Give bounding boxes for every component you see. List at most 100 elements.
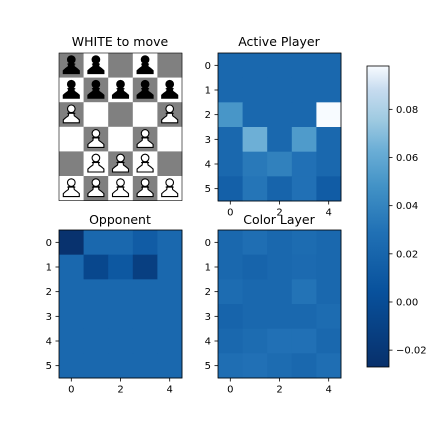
heatmap-cell bbox=[267, 77, 293, 103]
heatmap-cell bbox=[267, 304, 293, 330]
colorbar-tick-label: 0.08 bbox=[396, 105, 418, 116]
board-square bbox=[157, 126, 183, 152]
heatmap-cell bbox=[59, 304, 84, 330]
heatmap-cell bbox=[83, 254, 109, 280]
heatmap-cell bbox=[108, 304, 134, 330]
heatmap-cell bbox=[291, 254, 317, 280]
x-tick-label: 2 bbox=[276, 385, 282, 396]
white-pawn-icon bbox=[62, 178, 80, 198]
heatmap-cell bbox=[267, 254, 293, 280]
heatmap-cell bbox=[108, 353, 134, 379]
heatmap-cell bbox=[218, 353, 243, 379]
heatmap-cell bbox=[132, 328, 158, 354]
chess-board-panel: WHITE to move bbox=[58, 34, 183, 201]
heatmap-cell bbox=[132, 304, 158, 330]
heatmap-cell bbox=[267, 230, 293, 256]
heatmap-cell bbox=[316, 254, 342, 280]
y-tick-label: 0 bbox=[205, 61, 211, 72]
heatmap-cell bbox=[291, 304, 317, 330]
heatmap-cell bbox=[59, 254, 84, 280]
y-tick-label: 2 bbox=[46, 287, 52, 298]
white-pawn-icon bbox=[62, 104, 80, 124]
heatmap-cell bbox=[218, 176, 243, 202]
heatmap-cell bbox=[267, 353, 293, 379]
colorbar-tick-label: 0.06 bbox=[396, 153, 418, 164]
y-tick-label: 3 bbox=[46, 312, 52, 323]
black-pawn-icon bbox=[62, 55, 80, 75]
white-pawn-icon bbox=[161, 104, 179, 124]
heatmap-cell bbox=[157, 304, 183, 330]
heatmap-cell bbox=[218, 127, 243, 153]
heatmap-cell bbox=[316, 304, 342, 330]
y-tick-label: 3 bbox=[205, 135, 211, 146]
x-tick-label: 4 bbox=[167, 385, 173, 396]
heatmap-title-color-layer: Color Layer bbox=[243, 212, 315, 227]
heatmap-color-layer: Color Layer 0 1 2 3 4 5 0 2 4 bbox=[205, 212, 342, 396]
y-tick-label: 5 bbox=[205, 184, 211, 195]
heatmap-cell bbox=[291, 102, 317, 128]
heatmap-title-opponent: Opponent bbox=[89, 212, 151, 227]
colorbar-gradient bbox=[366, 65, 390, 368]
board-square bbox=[108, 53, 134, 78]
heatmap-cell bbox=[83, 328, 109, 354]
heatmap-cell bbox=[316, 176, 342, 202]
x-tick-label: 0 bbox=[227, 385, 233, 396]
heatmap-cell bbox=[291, 77, 317, 103]
heatmap-cell bbox=[83, 230, 109, 256]
heatmap-cell bbox=[267, 53, 293, 79]
heatmap-cell bbox=[59, 279, 84, 305]
y-tick-label: 1 bbox=[205, 263, 211, 274]
heatmap-cell bbox=[157, 328, 183, 354]
y-tick-label: 5 bbox=[46, 361, 52, 372]
heatmap-cell bbox=[316, 279, 342, 305]
heatmap-cell bbox=[108, 230, 134, 256]
heatmap-cell bbox=[267, 127, 293, 153]
black-pawn-icon bbox=[87, 79, 105, 99]
heatmap-cell bbox=[316, 77, 342, 103]
heatmap-cell bbox=[218, 53, 243, 79]
heatmap-cell bbox=[267, 279, 293, 305]
y-tick-label: 2 bbox=[205, 110, 211, 121]
white-pawn-icon bbox=[87, 153, 105, 173]
heatmap-cell bbox=[59, 230, 84, 256]
y-tick-label: 3 bbox=[205, 312, 211, 323]
board-border bbox=[58, 52, 183, 201]
y-tick-label: 5 bbox=[205, 361, 211, 372]
heatmap-cell bbox=[132, 230, 158, 256]
heatmap-cell bbox=[242, 304, 268, 330]
x-tick-label: 2 bbox=[276, 208, 282, 219]
black-pawn-icon bbox=[111, 79, 130, 99]
heatmap-cell bbox=[242, 151, 268, 177]
heatmap-cell bbox=[291, 279, 317, 305]
heatmap-cell bbox=[242, 77, 268, 103]
heatmap-cell bbox=[218, 230, 243, 256]
colorbar-tick-label: −0.02 bbox=[396, 346, 427, 357]
heatmap-cell bbox=[242, 102, 268, 128]
heatmap-cell bbox=[291, 53, 317, 79]
heatmap-cell bbox=[267, 151, 293, 177]
heatmap-cell bbox=[242, 53, 268, 79]
board-square bbox=[59, 126, 84, 152]
heatmap-cell bbox=[316, 328, 342, 354]
x-tick-label: 0 bbox=[68, 385, 74, 396]
white-pawn-icon bbox=[136, 129, 154, 148]
y-tick-label: 2 bbox=[205, 287, 211, 298]
board-square bbox=[83, 102, 109, 128]
heatmap-cell bbox=[218, 102, 243, 128]
heatmap-cell bbox=[83, 304, 109, 330]
colorbar-tick-label: 0.00 bbox=[396, 297, 418, 308]
heatmap-cell bbox=[59, 328, 84, 354]
heatmap-cell bbox=[242, 127, 268, 153]
heatmap-opponent: Opponent 0 1 2 3 4 5 0 2 4 bbox=[46, 212, 183, 396]
heatmap-cell bbox=[242, 279, 268, 305]
board-square bbox=[59, 151, 84, 177]
black-pawn-icon bbox=[87, 55, 105, 75]
colorbar-tick-label: 0.02 bbox=[396, 249, 418, 260]
y-tick-label: 4 bbox=[205, 160, 211, 171]
heatmap-cell bbox=[316, 102, 342, 128]
heatmap-cell bbox=[291, 230, 317, 256]
heatmap-cell bbox=[157, 230, 183, 256]
heatmap-cell bbox=[242, 254, 268, 280]
